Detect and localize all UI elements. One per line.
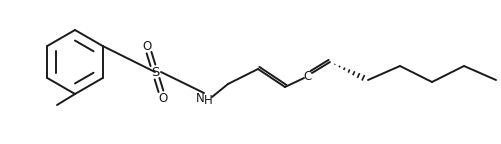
Text: S: S xyxy=(151,66,159,78)
Text: C: C xyxy=(304,70,312,83)
Text: O: O xyxy=(142,39,152,53)
Text: H: H xyxy=(203,94,212,108)
Text: N: N xyxy=(195,92,204,106)
Text: O: O xyxy=(158,91,168,105)
